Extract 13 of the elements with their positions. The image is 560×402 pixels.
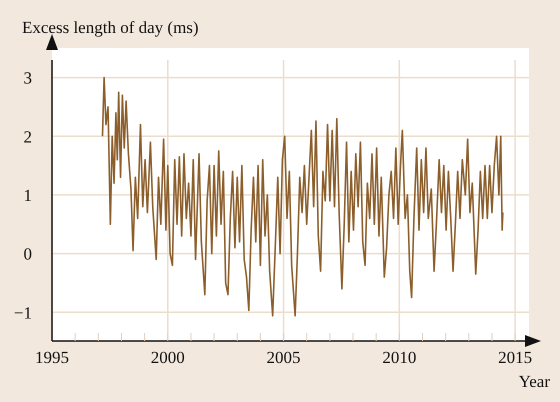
y-tick-label: 1: [24, 186, 32, 205]
x-tick-label: 2010: [382, 348, 416, 368]
y-tick-label: 2: [24, 127, 32, 146]
x-tick-label: 2005: [266, 348, 301, 368]
y-tick-label: 3: [24, 68, 32, 88]
y-axis-title: Excess length of day (ms): [22, 18, 199, 38]
y-tick-label: −1: [14, 303, 32, 322]
y-tick-label: 0: [24, 244, 32, 264]
x-tick-label: 2000: [150, 348, 185, 368]
x-axis-title: Year: [518, 372, 550, 392]
x-tick-label: 1995: [35, 348, 69, 368]
x-tick-label: 2015: [498, 348, 532, 368]
line-series: [102, 76, 504, 317]
